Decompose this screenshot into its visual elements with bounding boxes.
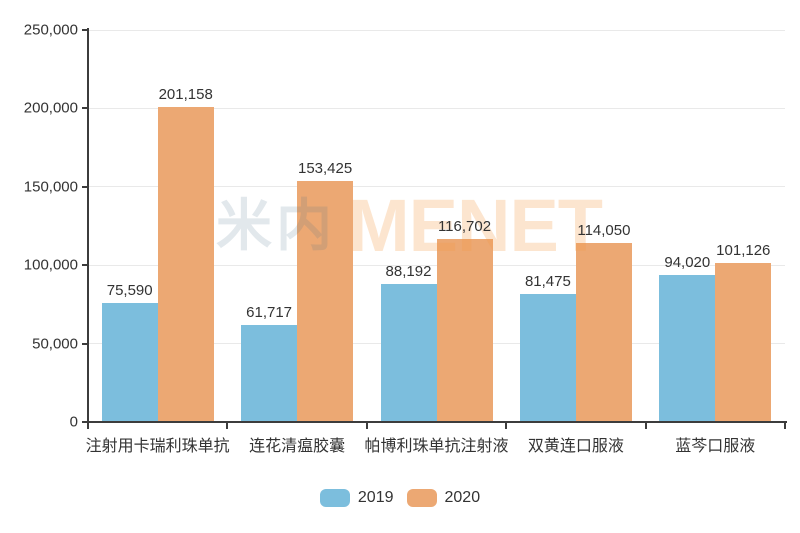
bar-value-label: 75,590 [106,282,153,300]
y-axis-label: 0 [69,413,78,431]
x-axis-tick [644,423,647,429]
legend: 2019 2020 [0,486,800,510]
x-category-label: 连花清瘟胶囊 [249,438,346,455]
bar-2020-3 [436,239,493,422]
bar-2020-2 [297,181,354,422]
x-category-label: 注射用卡瑞利珠单抗 [85,438,230,455]
bar-2020-1 [157,106,214,422]
legend-item-2019: 2019 [319,489,394,507]
x-category-label: 双黄连口服液 [527,438,624,455]
y-axis-tick [82,29,88,31]
y-axis-tick [82,342,88,345]
bar-2019-2 [241,325,298,422]
y-gridline [88,186,785,188]
x-axis-line [87,421,787,423]
y-axis-label: 200,000 [23,99,78,117]
bar-value-label: 101,126 [716,242,771,260]
y-axis-tick [82,185,88,188]
x-category-label: 帕博利珠单抗注射液 [364,438,509,455]
bar-value-label: 88,192 [385,262,432,280]
y-axis-tick [82,421,88,423]
bar-2019-1 [101,303,158,422]
bar-value-label: 114,050 [577,222,631,240]
x-axis-tick [87,423,89,429]
legend-item-2020: 2020 [406,489,481,507]
bar-2019-4 [519,294,576,422]
bar-2019-3 [380,283,437,422]
y-gridline [88,107,785,109]
y-axis-label: 50,000 [32,335,78,353]
legend-label-2019: 2019 [357,489,394,506]
legend-swatch-2020 [406,489,437,507]
x-category-label: 蓝芩口服液 [675,438,756,455]
y-axis-tick [82,264,88,267]
bar-value-label: 116,702 [437,218,492,235]
x-axis-tick [226,423,229,429]
bar-2020-4 [575,243,632,422]
bar-value-label: 81,475 [524,273,571,291]
bar-2020-5 [715,263,772,422]
x-axis-tick [784,423,786,429]
y-gridline [88,29,785,31]
y-axis-line [87,28,89,423]
y-axis-label: 250,000 [23,21,78,39]
bar-2019-5 [659,274,716,422]
bar-value-label: 201,158 [158,85,213,103]
bar-value-label: 153,425 [297,160,353,178]
y-axis-label: 100,000 [23,256,78,274]
legend-swatch-2019 [319,489,350,507]
bar-value-label: 94,020 [664,253,711,271]
legend-label-2020: 2020 [444,489,481,506]
y-axis-tick [82,107,88,110]
x-axis-tick [365,423,368,429]
y-axis-label: 150,000 [23,178,78,196]
bar-value-label: 61,717 [246,304,293,322]
x-axis-tick [505,423,508,429]
